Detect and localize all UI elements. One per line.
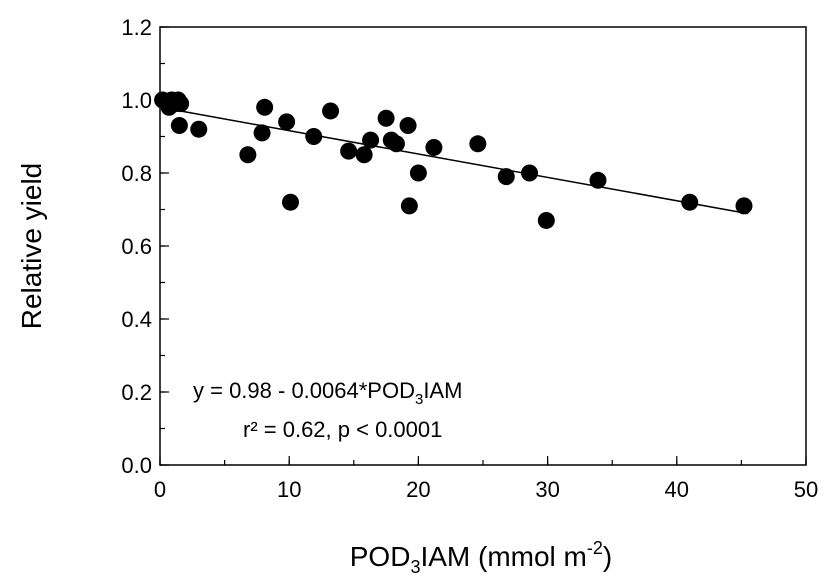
x-axis-title: POD3IAM (mmol m-2) [350,538,612,577]
regression-line [159,106,748,215]
x-tick-label: 10 [277,477,301,502]
data-point [305,128,323,145]
y-tick-label: 0.8 [121,161,152,186]
equation-subscript: 3 [415,391,423,408]
data-point [521,164,539,182]
data-point [170,117,188,135]
x-tick-label: 50 [794,477,818,502]
x-tick-label: 0 [154,477,166,502]
data-point [239,146,257,164]
data-point [497,168,515,186]
x-axis-ticks: 0 10 20 30 40 50 [154,456,818,502]
regression-stats: r² = 0.62, p < 0.0001 [243,417,442,442]
data-points [154,91,753,229]
data-point [281,193,299,211]
data-point [387,135,405,153]
data-point [409,164,427,182]
data-point [589,171,607,189]
y-axis-title: Relative yield [16,163,47,330]
y-axis-ticks: 0.0 0.2 0.4 0.6 0.8 1.0 1.2 [121,15,169,478]
data-point [735,197,753,215]
data-point [190,120,208,138]
data-point [355,146,373,164]
y-tick-label: 0.2 [121,380,152,405]
data-point [278,113,296,131]
y-tick-label: 0.6 [121,234,152,259]
x-tick-label: 30 [535,477,559,502]
y-tick-label: 1.0 [121,88,152,113]
data-point [400,197,418,215]
data-point [172,95,190,113]
data-point [469,135,487,153]
data-point [399,117,417,135]
x-tick-label: 40 [665,477,689,502]
data-point [322,102,340,120]
regression-equation: y = 0.98 - 0.0064*POD3IAM [193,378,462,408]
data-point [537,211,555,229]
data-point [362,131,380,149]
y-tick-label: 1.2 [121,15,152,40]
y-tick-label: 0.4 [121,307,152,332]
x-axis-title-subscript: 3 [410,557,420,577]
data-point [425,138,443,156]
data-point [340,142,358,160]
data-point [681,193,699,211]
data-point [253,124,271,142]
data-point [377,109,395,127]
y-tick-label: 0.0 [121,453,152,478]
x-axis-title-superscript: -2 [587,538,603,558]
x-tick-label: 20 [406,477,430,502]
data-point [256,98,274,116]
